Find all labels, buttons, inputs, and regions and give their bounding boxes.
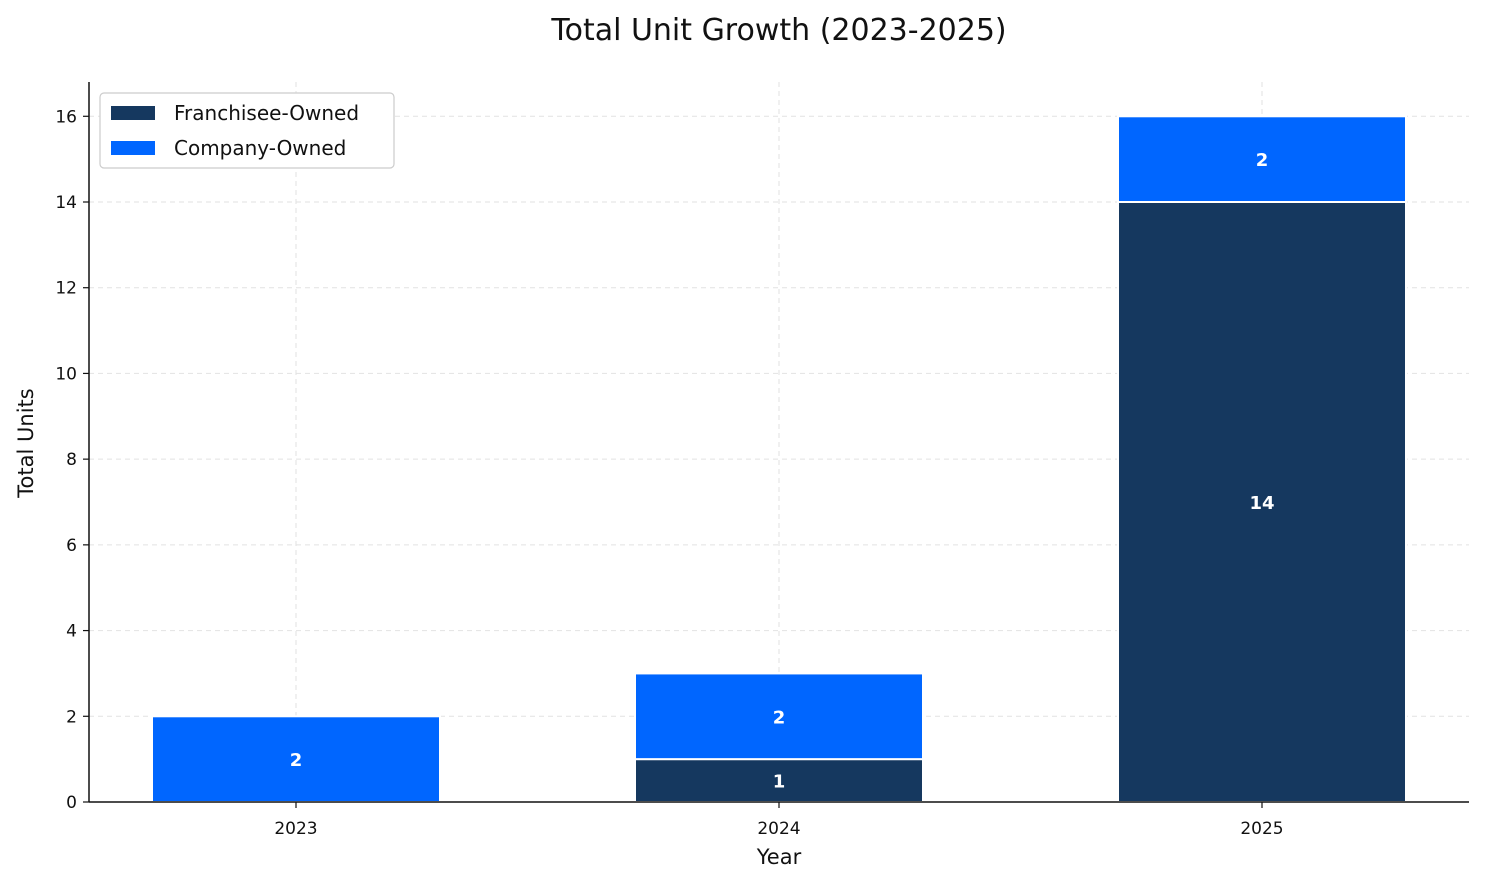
bar-value-label-2025-series-1: 2: [1256, 150, 1269, 171]
x-tick-label-2023: 2023: [274, 819, 317, 839]
x-tick-label-2025: 2025: [1240, 819, 1283, 839]
legend-swatch-0: [111, 106, 155, 120]
bar-value-labels: 2 1 2 14 2: [290, 150, 1275, 792]
bar-value-label-2024-series-1: 2: [773, 707, 786, 728]
y-tick-label-12: 12: [55, 279, 77, 299]
y-tick-label-16: 16: [55, 107, 77, 127]
y-tick-label-14: 14: [55, 193, 77, 213]
legend-box: [99, 92, 395, 169]
y-tick-label-10: 10: [55, 364, 77, 384]
x-axis-label: Year: [756, 845, 802, 869]
y-tick-label-2: 2: [66, 707, 77, 727]
y-tick-label-6: 6: [66, 536, 77, 556]
y-axis-label: Total Units: [14, 388, 38, 498]
y-tick-label-4: 4: [66, 622, 77, 642]
legend-swatch-1: [111, 141, 155, 155]
legend-label-0: Franchisee-Owned: [174, 101, 359, 125]
legend-label-1: Company-Owned: [174, 136, 346, 160]
y-tick-label-0: 0: [66, 793, 77, 813]
legend: Franchisee-Owned Company-Owned: [99, 92, 395, 169]
bar-value-label-2023-series-1: 2: [290, 750, 303, 771]
bar-value-label-2025-series-0: 14: [1249, 493, 1274, 514]
chart-title: Total Unit Growth (2023-2025): [550, 13, 1006, 48]
bar-value-label-2024-series-0: 1: [773, 772, 786, 793]
x-tick-label-2024: 2024: [757, 819, 800, 839]
bar-2025-series-1: [1117, 115, 1407, 203]
y-tick-label-8: 8: [66, 450, 77, 470]
bar-series: [151, 115, 1407, 804]
bar-2023-series-1: [151, 715, 441, 803]
bar-2024-series-1: [634, 672, 924, 761]
